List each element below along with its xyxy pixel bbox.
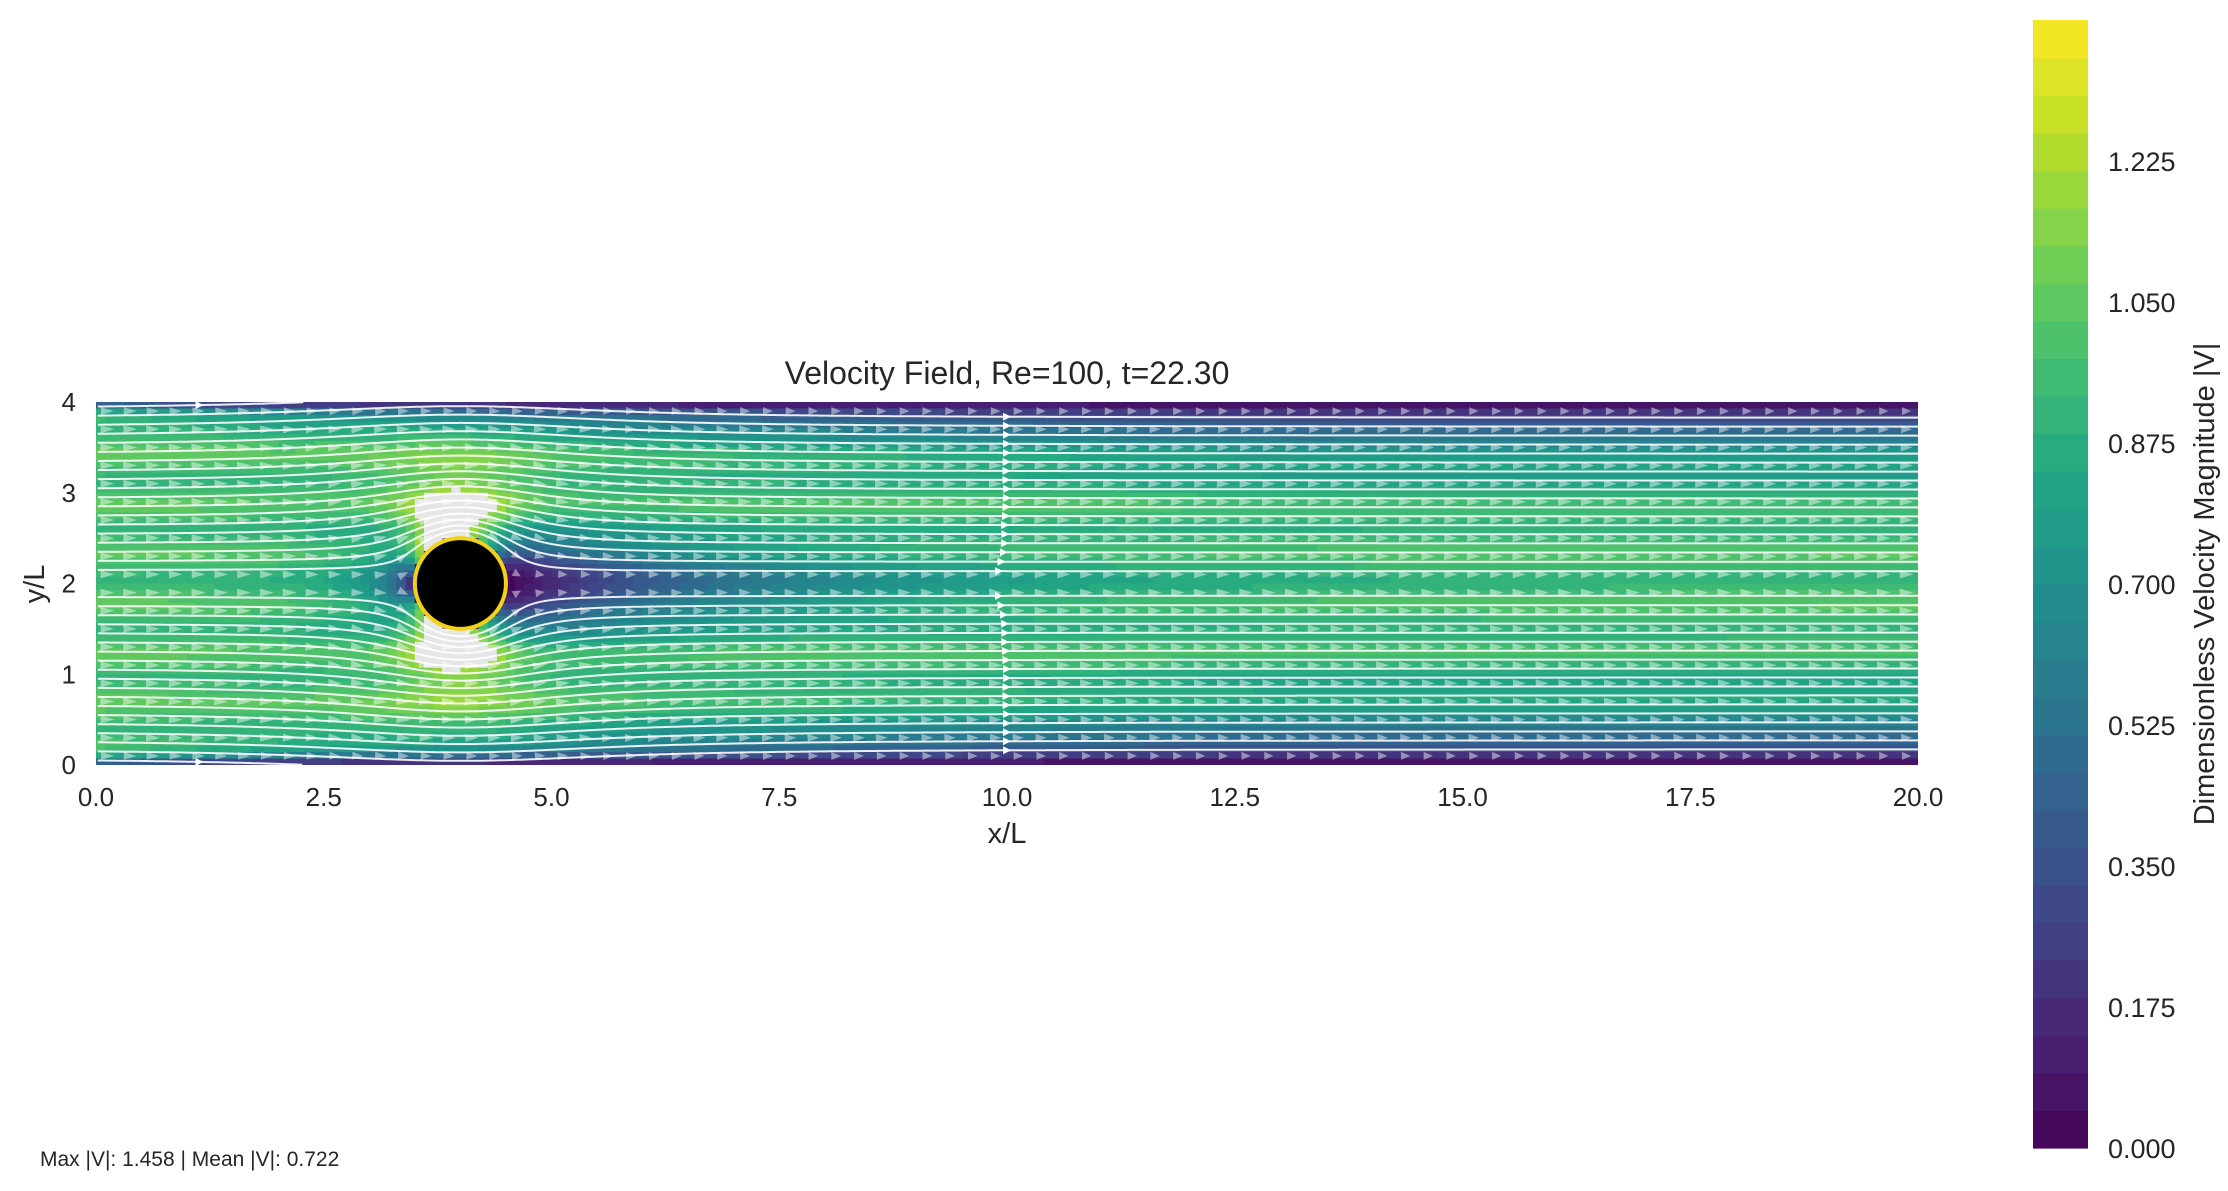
colorbar-band [2033, 508, 2088, 547]
colorbar-tick-label: 1.225 [2108, 147, 2176, 177]
colorbar-band [2033, 1072, 2088, 1111]
x-tick-label: 12.5 [1209, 782, 1260, 812]
colorbar-band [2033, 847, 2088, 886]
x-tick-label: 10.0 [982, 782, 1033, 812]
colorbar-band [2033, 396, 2088, 435]
colorbar-band [2033, 132, 2088, 171]
colorbar-band [2033, 245, 2088, 284]
colorbar-band [2033, 884, 2088, 923]
colorbar-band [2033, 283, 2088, 322]
colorbar-band [2033, 659, 2088, 698]
colorbar [2033, 20, 2088, 1149]
x-tick-label: 7.5 [761, 782, 797, 812]
colorbar-band [2033, 546, 2088, 585]
colorbar-band [2033, 433, 2088, 472]
colorbar-band [2033, 772, 2088, 811]
y-tick-label: 1 [62, 659, 76, 689]
cylinder-obstacle [412, 536, 508, 631]
colorbar-band [2033, 471, 2088, 510]
colorbar-band [2033, 208, 2088, 247]
colorbar-band [2033, 809, 2088, 848]
colorbar-tick-label: 0.350 [2108, 852, 2176, 882]
x-tick-label: 2.5 [306, 782, 342, 812]
colorbar-tick-label: 0.875 [2108, 429, 2176, 459]
colorbar-band [2033, 57, 2088, 96]
y-tick-label: 2 [62, 569, 76, 599]
colorbar-band [2033, 696, 2088, 735]
colorbar-tick-label: 1.050 [2108, 288, 2176, 318]
colorbar-band [2033, 584, 2088, 623]
colorbar-band [2033, 20, 2088, 59]
colorbar-band [2033, 95, 2088, 134]
y-tick-label: 3 [62, 478, 76, 508]
x-axis-ticks: 0.0 2.5 5.0 7.5 10.0 12.5 15.0 17.5 20.0 [78, 782, 1943, 812]
x-tick-label: 15.0 [1437, 782, 1488, 812]
colorbar-band [2033, 960, 2088, 999]
colorbar-band [2033, 320, 2088, 359]
x-tick-label: 17.5 [1665, 782, 1716, 812]
colorbar-tick-label: 0.175 [2108, 993, 2176, 1023]
stats-footer: Max |V|: 1.458 | Mean |V|: 0.722 [40, 1148, 340, 1171]
colorbar-band [2033, 734, 2088, 773]
plot-area [96, 402, 1918, 765]
colorbar-band [2033, 1035, 2088, 1074]
x-axis-label: x/L [988, 818, 1027, 850]
colorbar-tick-label: 0.700 [2108, 570, 2176, 600]
x-tick-label: 0.0 [78, 782, 114, 812]
y-axis-label: y/L [19, 565, 51, 604]
colorbar-band [2033, 621, 2088, 660]
colorbar-band [2033, 358, 2088, 397]
y-tick-label: 0 [62, 750, 76, 780]
velocity-magnitude-field [96, 402, 1918, 765]
y-axis-ticks: 0 1 2 3 4 [62, 387, 76, 780]
colorbar-band [2033, 922, 2088, 961]
x-tick-label: 5.0 [533, 782, 569, 812]
colorbar-band [2033, 1110, 2088, 1149]
colorbar-band [2033, 170, 2088, 209]
colorbar-band [2033, 997, 2088, 1036]
colorbar-tick-label: 0.525 [2108, 711, 2176, 741]
chart-title: Velocity Field, Re=100, t=22.30 [785, 355, 1230, 391]
x-tick-label: 20.0 [1893, 782, 1944, 812]
colorbar-tick-label: 0.000 [2108, 1134, 2176, 1164]
y-tick-label: 4 [62, 387, 76, 417]
colorbar-ticks: 0.000 0.175 0.350 0.525 0.700 0.875 1.050 1.225 [2108, 147, 2176, 1164]
colorbar-label: Dimensionless Velocity Magnitude |V| [2189, 343, 2221, 826]
streamlines [97, 402, 1918, 765]
